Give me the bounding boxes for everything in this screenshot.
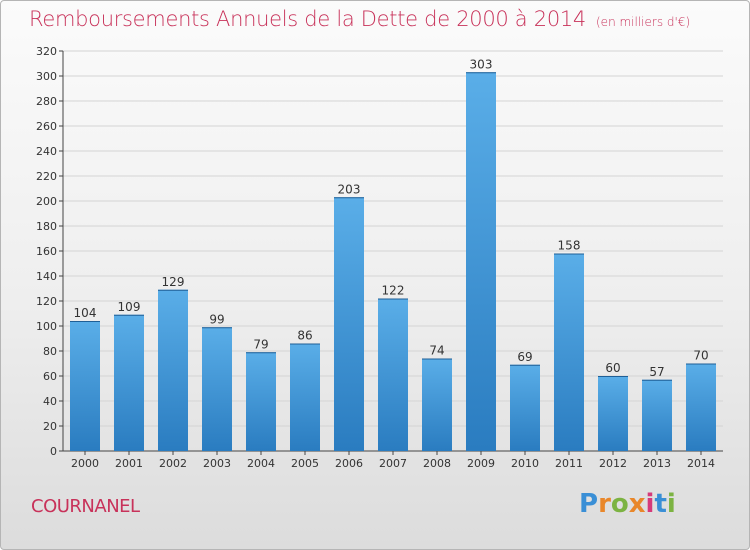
value-label: 104 — [74, 306, 97, 320]
y-tick-label: 160 — [36, 245, 57, 258]
logo-letter: i — [666, 489, 676, 519]
value-label: 203 — [338, 182, 361, 196]
y-tick-label: 60 — [43, 370, 57, 383]
bar — [598, 376, 628, 451]
value-label: 158 — [558, 239, 581, 253]
value-label: 74 — [429, 344, 444, 358]
x-tick-label: 2005 — [291, 457, 319, 470]
x-tick-label: 2007 — [379, 457, 407, 470]
y-tick-label: 220 — [36, 170, 57, 183]
y-tick-label: 180 — [36, 220, 57, 233]
x-tick-label: 2008 — [423, 457, 451, 470]
value-label: 60 — [605, 361, 620, 375]
y-tick-label: 140 — [36, 270, 57, 283]
x-tick-label: 2011 — [555, 457, 583, 470]
y-tick-label: 260 — [36, 120, 57, 133]
place-name: COURNANEL — [31, 496, 140, 517]
value-label: 79 — [253, 337, 268, 351]
x-tick-label: 2003 — [203, 457, 231, 470]
logo-letter: o — [610, 489, 629, 519]
x-tick-label: 2009 — [467, 457, 495, 470]
logo-letter: i — [645, 489, 655, 519]
value-label: 69 — [517, 350, 532, 364]
x-tick-label: 2012 — [599, 457, 627, 470]
bar — [158, 289, 188, 451]
value-label: 129 — [162, 275, 185, 289]
y-tick-label: 80 — [43, 345, 57, 358]
bar — [510, 364, 540, 451]
bar — [422, 358, 452, 451]
bars — [70, 72, 716, 451]
chart-title: Remboursements Annuels de la Dette de 20… — [29, 7, 690, 31]
x-tick-label: 2001 — [115, 457, 143, 470]
y-tick-label: 320 — [36, 45, 57, 58]
value-label: 303 — [470, 57, 493, 71]
bar — [334, 197, 364, 451]
bar — [290, 343, 320, 451]
y-tick-label: 20 — [43, 420, 57, 433]
x-tick-label: 2000 — [71, 457, 99, 470]
value-label: 109 — [118, 300, 141, 314]
x-tick-label: 2006 — [335, 457, 363, 470]
value-labels: 104 109 129 99 79 86 203 122 74 303 69 158 60 57 70 — [74, 57, 709, 379]
y-tick-label: 120 — [36, 295, 57, 308]
title-text: Remboursements Annuels de la Dette de 20… — [29, 7, 586, 31]
logo-letter: r — [598, 489, 611, 519]
value-label: 70 — [693, 349, 708, 363]
x-tick-label: 2010 — [511, 457, 539, 470]
x-tick-label: 2004 — [247, 457, 275, 470]
value-label: 122 — [382, 284, 405, 298]
logo-letter: P — [579, 489, 599, 519]
value-label: 57 — [649, 365, 664, 379]
bar — [686, 363, 716, 451]
y-tick-label: 300 — [36, 70, 57, 83]
x-tick-labels: 2000 2001 2002 2003 2004 2005 2006 2007 2008 2009… — [71, 457, 715, 470]
bar — [466, 72, 496, 451]
x-tick-label: 2013 — [643, 457, 671, 470]
proxiti-logo[interactable]: Proxiti — [579, 489, 676, 519]
y-tick-label: 100 — [36, 320, 57, 333]
bar — [114, 314, 144, 451]
bar — [246, 352, 276, 451]
value-label: 99 — [209, 312, 224, 326]
y-tick-label: 240 — [36, 145, 57, 158]
bar — [70, 321, 100, 451]
title-unit: (en milliers d'€) — [596, 15, 691, 29]
logo-letter: x — [628, 489, 646, 519]
x-tick-label: 2002 — [159, 457, 187, 470]
y-tick-label: 200 — [36, 195, 57, 208]
logo-letter: t — [654, 489, 667, 519]
y-tick-label: 40 — [43, 395, 57, 408]
bar — [554, 253, 584, 451]
y-tick-labels: 0 20 40 60 80 100 120 140 160 180 200 220 240 260 280 3… — [36, 45, 57, 458]
bar — [202, 327, 232, 451]
bar — [642, 379, 672, 451]
y-tick-label: 280 — [36, 95, 57, 108]
x-tick-label: 2014 — [687, 457, 715, 470]
bar — [378, 298, 408, 451]
value-label: 86 — [297, 329, 312, 343]
y-tick-label: 0 — [50, 445, 57, 458]
